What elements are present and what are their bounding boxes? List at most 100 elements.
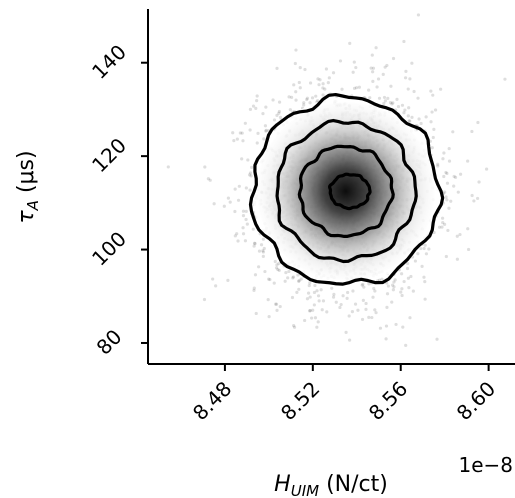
scatter-point — [231, 131, 235, 135]
scatter-point — [405, 266, 410, 271]
scatter-point — [431, 93, 435, 97]
scatter-point — [243, 121, 247, 125]
scatter-point — [251, 227, 255, 231]
x-tick-label: 8.60 — [452, 377, 500, 425]
scatter-point — [400, 103, 405, 107]
scatter-point — [249, 174, 253, 178]
scatter-point — [302, 101, 306, 105]
scatter-point — [389, 84, 393, 88]
scatter-point — [445, 181, 450, 185]
scatter-point — [445, 171, 449, 176]
scatter-point — [256, 131, 260, 135]
scatter-point — [261, 112, 265, 116]
contour-second — [275, 118, 418, 264]
scatter-point — [252, 244, 256, 248]
scatter-point — [290, 295, 295, 300]
scatter-point — [444, 170, 448, 175]
scatter-point — [436, 164, 440, 168]
scatter-point — [312, 303, 316, 307]
scatter-point — [416, 96, 420, 100]
scatter-point — [278, 304, 282, 309]
scatter-point — [313, 316, 318, 320]
scatter-point — [405, 261, 410, 266]
scatter-point — [392, 280, 396, 284]
scatter-point — [503, 77, 507, 81]
scatter-point — [203, 165, 207, 169]
scatter-point — [364, 301, 368, 306]
scatter-point — [236, 239, 240, 243]
scatter-point — [413, 259, 417, 263]
y-label-unit: (μs) — [14, 150, 39, 200]
scatter-point — [244, 217, 248, 222]
scatter-point — [317, 83, 321, 87]
scatter-point — [466, 227, 470, 231]
scatter-point — [286, 276, 290, 280]
scatter-point — [409, 274, 413, 279]
y-tick-label: 100 — [87, 227, 131, 271]
scatter-point — [291, 276, 295, 280]
scatter-point — [408, 316, 412, 320]
y-axis-ticks: 80 100 120 140 — [87, 40, 148, 360]
scatter-point — [237, 184, 241, 188]
scatter-point — [382, 101, 386, 106]
scatter-point — [430, 146, 434, 150]
scatter-point — [384, 324, 389, 328]
scatter-point — [442, 151, 446, 155]
scatter-point — [211, 277, 215, 281]
scatter-point — [296, 273, 300, 277]
scatter-point — [308, 101, 312, 105]
scatter-point — [399, 290, 403, 294]
scatter-point — [367, 315, 371, 320]
scatter-point — [447, 159, 452, 163]
scatter-point — [402, 39, 406, 44]
scatter-point — [326, 81, 330, 85]
y-label-subscript: A — [24, 200, 42, 211]
scatter-point — [394, 322, 398, 327]
scatter-point — [331, 295, 336, 299]
scatter-point — [298, 86, 302, 90]
scatter-point — [320, 308, 324, 312]
scatter-point — [248, 107, 253, 111]
scatter-point — [264, 105, 268, 109]
scatter-point — [277, 100, 282, 104]
contour-lines — [248, 92, 445, 286]
scatter-point — [449, 199, 453, 203]
scatter-point — [284, 270, 288, 275]
scatter-point — [371, 66, 376, 70]
scatter-point — [253, 273, 258, 277]
scatter-point — [266, 298, 270, 302]
scatter-point — [291, 275, 296, 279]
scatter-point — [440, 225, 444, 229]
scatter-point — [235, 137, 239, 141]
scatter-point — [430, 110, 434, 114]
scatter-point — [244, 209, 248, 214]
scatter-point — [252, 286, 256, 290]
scatter-point — [297, 287, 301, 291]
scatter-point — [435, 337, 439, 341]
scatter-point — [374, 311, 378, 315]
scatter-point — [456, 190, 460, 194]
scatter-point — [324, 67, 328, 71]
scatter-point — [437, 225, 442, 229]
scatter-point — [373, 308, 377, 312]
scatter-point — [248, 173, 252, 177]
scatter-point — [447, 146, 451, 151]
scatter-point — [263, 269, 267, 274]
scatter-point — [294, 90, 298, 94]
scatter-point — [311, 308, 315, 312]
scatter-point — [322, 388, 325, 391]
scatter-point — [351, 289, 355, 293]
scatter-point — [253, 242, 257, 246]
scatter-point — [374, 46, 378, 50]
scatter-point — [432, 127, 436, 131]
scatter-point — [315, 325, 319, 329]
scatter-point — [375, 85, 379, 89]
scatter-point — [232, 139, 236, 143]
scatter-point — [318, 78, 322, 82]
scatter-point — [385, 305, 389, 309]
scatter-point — [299, 277, 303, 281]
scatter-point — [274, 302, 278, 306]
scatter-point — [332, 292, 336, 297]
scatter-point — [303, 67, 307, 72]
scatter-point — [422, 275, 426, 279]
